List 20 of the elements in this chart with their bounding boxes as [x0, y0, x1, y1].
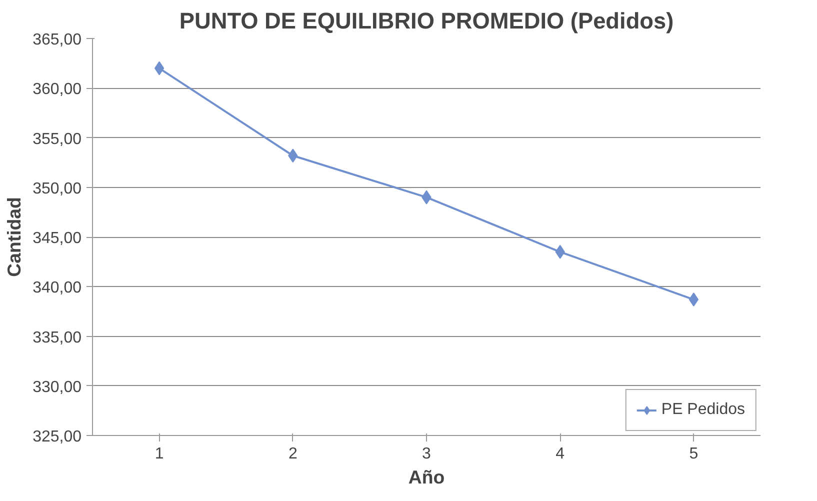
y-tick-label: 330,00: [32, 378, 82, 396]
y-tick-label: 345,00: [32, 230, 82, 247]
x-tick-label: 5: [689, 446, 698, 462]
point: [688, 292, 699, 307]
y-tick-label: 350,00: [32, 180, 82, 198]
y-tick-label: 355,00: [32, 130, 82, 148]
point: [154, 61, 164, 76]
x-tick-label: 4: [556, 446, 565, 462]
y-tick-label: 325,00: [32, 428, 82, 446]
y-tick-label: 335,00: [32, 329, 82, 346]
x-tick-label: 1: [154, 446, 164, 462]
y-tick-label: 340,00: [32, 280, 82, 297]
x-tick-label: 3: [422, 446, 432, 462]
y-tick-label: 360,00: [32, 81, 82, 98]
y-axis-title: Cantidad: [4, 197, 25, 277]
legend-label: PE Pedidos: [661, 401, 745, 419]
x-tick-label: 2: [288, 446, 298, 462]
chart-title: PUNTO DE EQUILIBRIO PROMEDIO (Pedidos): [179, 8, 674, 34]
x-axis-title: Año: [408, 466, 445, 488]
y-tick-label: 365,00: [32, 32, 82, 48]
